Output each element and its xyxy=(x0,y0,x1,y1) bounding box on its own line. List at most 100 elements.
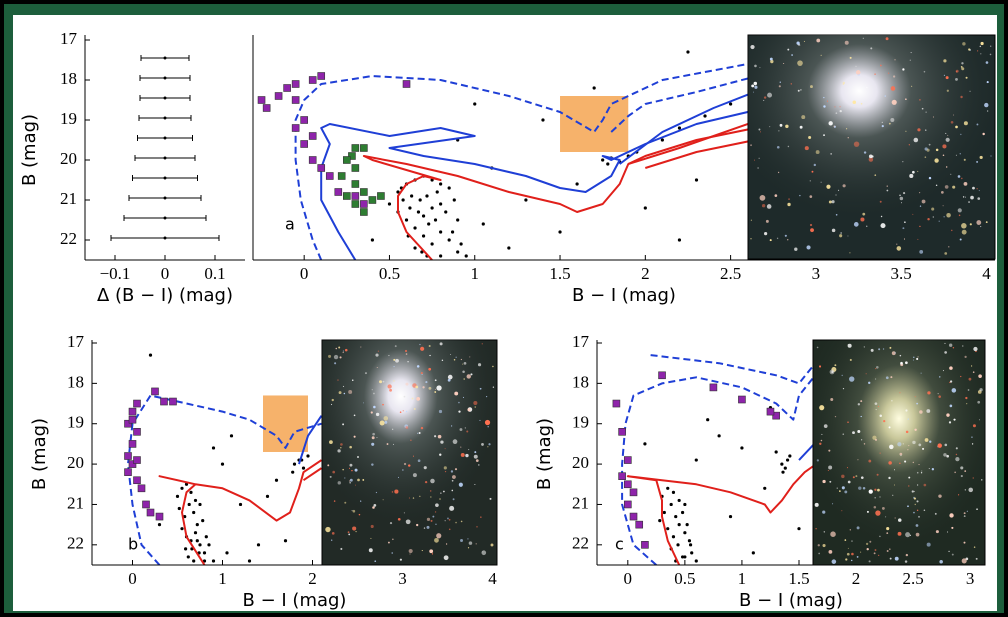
image-star xyxy=(856,526,860,530)
image-star xyxy=(803,40,806,42)
x-tick-label: 0 xyxy=(300,264,309,283)
x-axis-label: B − I (mag) xyxy=(243,590,347,611)
image-star xyxy=(951,526,954,529)
image-star xyxy=(331,398,334,402)
image-star xyxy=(942,154,945,157)
image-star xyxy=(947,531,949,533)
image-star xyxy=(913,356,915,358)
image-star xyxy=(943,216,945,218)
image-star xyxy=(949,366,953,370)
image-star xyxy=(917,170,919,172)
image-star xyxy=(753,159,755,161)
image-star xyxy=(776,145,780,149)
image-star xyxy=(351,510,353,512)
image-star xyxy=(419,495,421,497)
image-star xyxy=(428,386,432,390)
image-star xyxy=(340,547,343,550)
square-point xyxy=(709,383,718,392)
star-point xyxy=(481,222,485,226)
y-tick-label: 17 xyxy=(60,29,78,48)
image-star xyxy=(884,95,887,97)
image-star xyxy=(885,516,887,518)
square-point xyxy=(291,80,300,88)
image-star xyxy=(370,411,373,414)
image-star xyxy=(902,161,904,163)
image-star xyxy=(492,386,495,388)
star-point xyxy=(660,138,664,142)
image-star xyxy=(968,201,970,203)
image-star xyxy=(452,498,455,501)
image-star xyxy=(880,215,883,218)
error-bar-center xyxy=(163,236,167,240)
image-star xyxy=(893,484,895,486)
square-point xyxy=(124,452,132,460)
image-star xyxy=(938,220,940,222)
isochrone xyxy=(294,62,748,260)
isochrone xyxy=(362,128,748,260)
image-star xyxy=(373,405,376,409)
square-point xyxy=(133,456,141,464)
x-tick-label: 0 xyxy=(624,569,633,588)
image-star xyxy=(832,503,834,505)
image-star xyxy=(375,353,379,357)
image-star xyxy=(865,373,867,375)
image-star xyxy=(405,519,411,525)
image-star xyxy=(487,446,489,448)
square-point xyxy=(618,427,626,436)
image-star xyxy=(959,153,961,155)
image-star xyxy=(844,40,849,45)
y-tick-label: 17 xyxy=(67,332,85,351)
image-star xyxy=(388,355,390,357)
image-star xyxy=(978,374,982,378)
image-star xyxy=(774,194,778,197)
image-star xyxy=(474,451,477,454)
star-point xyxy=(444,210,448,214)
image-star xyxy=(847,343,852,348)
image-star xyxy=(835,112,838,114)
star-point xyxy=(459,242,463,246)
image-star xyxy=(955,154,957,156)
image-star xyxy=(344,477,346,479)
image-star xyxy=(873,506,877,509)
star-point xyxy=(247,559,252,563)
image-star xyxy=(943,453,947,457)
x-tick-label: 1 xyxy=(218,569,227,588)
image-star xyxy=(924,156,927,158)
image-star xyxy=(439,342,443,346)
image-star xyxy=(860,217,865,222)
star-point xyxy=(592,86,596,90)
image-star xyxy=(831,559,837,564)
y-axis-label: B (mag) xyxy=(29,418,50,490)
image-star xyxy=(787,145,790,148)
image-star xyxy=(920,372,922,374)
image-star xyxy=(382,499,384,501)
image-star xyxy=(830,153,832,155)
image-star xyxy=(482,551,484,553)
image-star xyxy=(750,219,752,221)
x-tick-label: 4 xyxy=(488,569,497,588)
image-star xyxy=(870,47,873,50)
image-star xyxy=(938,494,942,498)
image-star xyxy=(839,490,841,492)
isochrone xyxy=(619,93,748,165)
image-star xyxy=(883,420,886,423)
square-point xyxy=(317,72,326,80)
star-point xyxy=(783,466,787,470)
image-star xyxy=(343,392,346,395)
image-star xyxy=(811,170,814,173)
image-star xyxy=(961,558,967,564)
square-point xyxy=(641,541,649,549)
image-star xyxy=(349,463,353,467)
star-point xyxy=(683,502,687,507)
image-star xyxy=(411,397,414,400)
y-tick-label: 19 xyxy=(67,413,84,432)
image-star xyxy=(911,85,913,87)
image-star xyxy=(942,144,947,149)
square-point xyxy=(351,144,360,152)
x-axis-label: B − I (mag) xyxy=(739,590,843,611)
image-star xyxy=(430,496,432,498)
image-star xyxy=(763,96,767,99)
star-point xyxy=(694,559,698,563)
star-point xyxy=(456,218,460,222)
image-star xyxy=(924,147,928,151)
